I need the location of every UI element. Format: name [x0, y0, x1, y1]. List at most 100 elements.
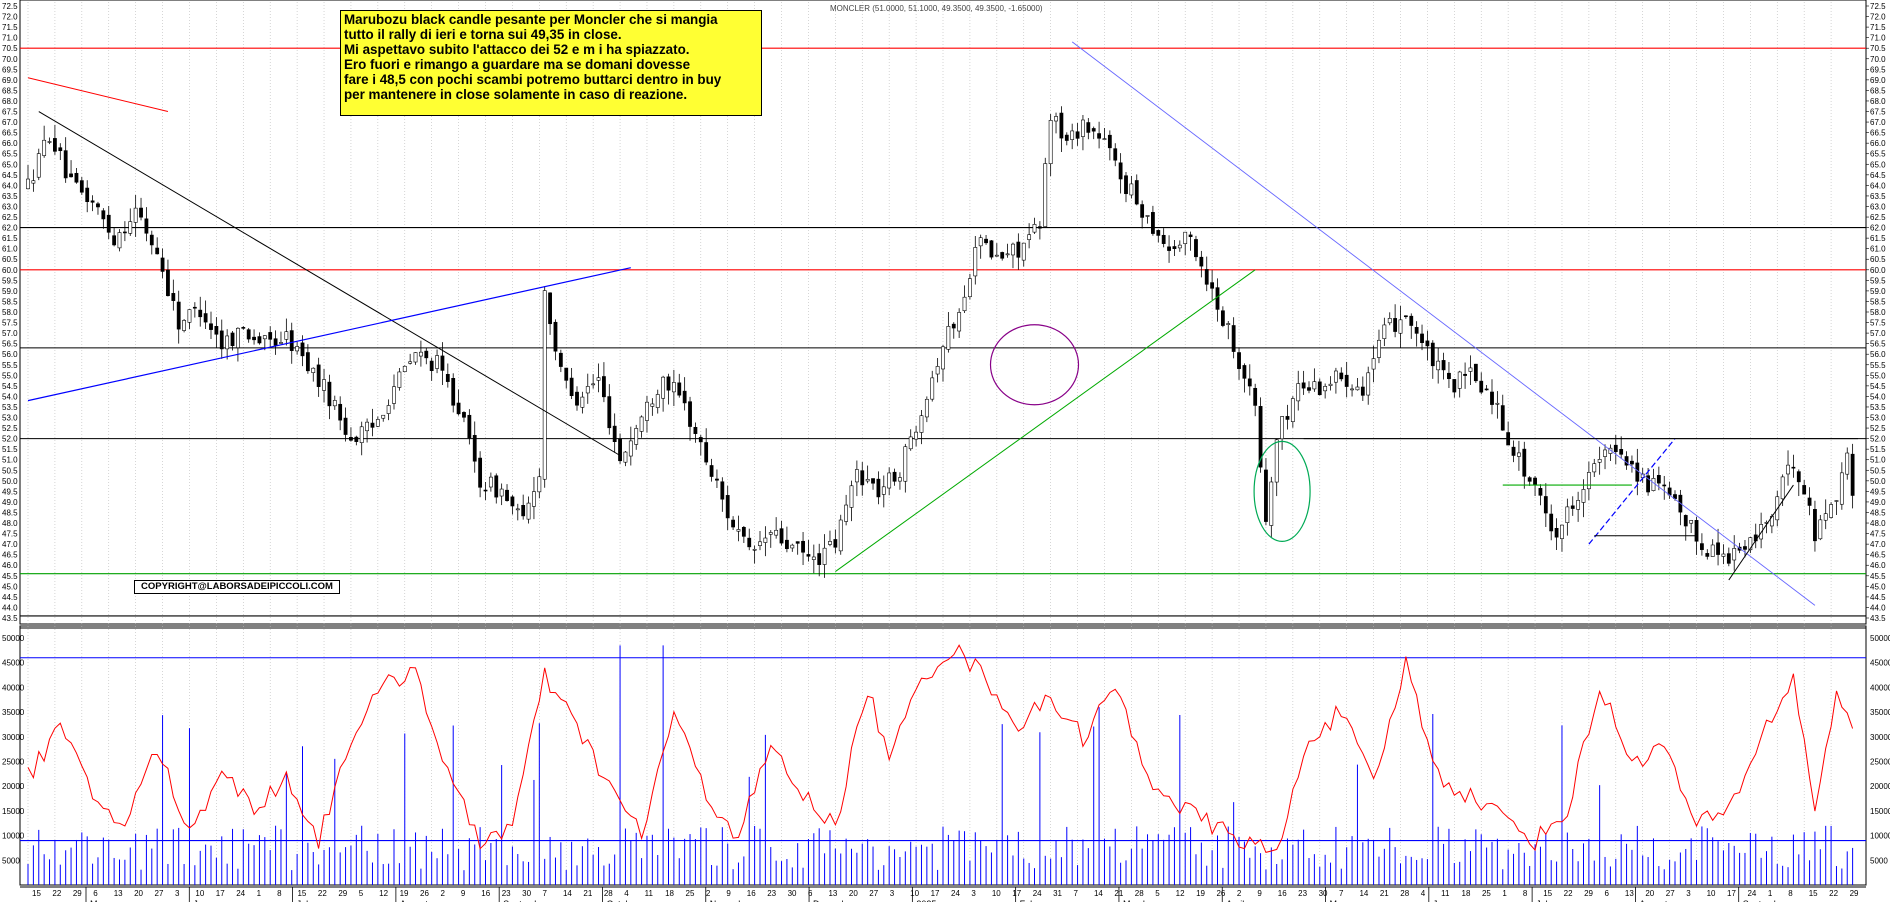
candle-body	[1048, 120, 1053, 165]
annotation-line: Mi aspettavo subito l'attacco dei 52 e m…	[344, 42, 690, 57]
candle-body	[1355, 386, 1360, 391]
candle-body	[1242, 365, 1247, 379]
candle-body	[1441, 360, 1446, 371]
candle-body	[445, 374, 450, 382]
candle-body	[1726, 553, 1731, 564]
candle-body	[768, 532, 773, 535]
date-tick-label: 11	[645, 889, 654, 898]
candle-body	[1091, 128, 1096, 132]
date-tick-label: 17	[931, 889, 940, 898]
price-tick-label: 64.5	[2, 171, 18, 180]
candle-body	[941, 346, 945, 370]
candle-body	[930, 377, 935, 400]
date-tick-label: 15	[297, 889, 306, 898]
month-label: December	[813, 899, 855, 902]
candle-body	[736, 529, 741, 532]
month-label: July	[297, 899, 314, 902]
date-tick-label: 10	[992, 889, 1001, 898]
price-tick-label: 64.0	[2, 181, 18, 190]
candle-body	[144, 218, 149, 234]
price-tick-label: 49.5	[2, 487, 18, 496]
date-tick-label: 3	[890, 889, 895, 898]
candle-body	[1204, 269, 1209, 285]
candle-body	[693, 426, 698, 434]
candle-body	[1716, 542, 1720, 555]
annotation-line: Marubozu black candle pesante per Moncle…	[344, 12, 718, 27]
date-tick-label: 18	[1462, 889, 1471, 898]
candle-body	[1468, 367, 1473, 372]
date-tick-label: 22	[52, 889, 61, 898]
candle-body	[1183, 231, 1188, 245]
date-tick-label: 23	[767, 889, 776, 898]
candle-body	[53, 138, 57, 152]
price-tick-label: 67.5	[2, 108, 18, 117]
candle-body	[752, 548, 757, 551]
candle-body	[128, 221, 133, 234]
price-tick-label: 54.0	[1870, 392, 1886, 401]
price-tick-label: 60.5	[2, 255, 18, 264]
candle-body	[968, 278, 972, 298]
candle-body	[96, 203, 100, 208]
candle-body	[1414, 327, 1419, 334]
date-tick-label: 15	[32, 889, 41, 898]
candle-body	[924, 398, 929, 418]
candle-body	[332, 400, 337, 407]
candle-body	[483, 489, 488, 492]
date-tick-label: 7	[543, 889, 548, 898]
price-tick-label: 50.5	[2, 466, 18, 475]
volume-tick-label: 40000	[2, 683, 25, 692]
candle-body	[1689, 520, 1694, 524]
date-tick-label: 9	[1257, 889, 1262, 898]
price-tick-label: 51.5	[1870, 445, 1886, 454]
candle-body	[1586, 472, 1591, 490]
candle-body	[1199, 256, 1204, 267]
candle-body	[720, 481, 725, 500]
candle-body	[408, 361, 413, 364]
price-tick-label: 59.0	[2, 287, 18, 296]
candle-body	[1140, 204, 1145, 218]
candle-body	[537, 476, 542, 493]
month-label: March	[1123, 899, 1148, 902]
price-tick-label: 71.5	[1870, 23, 1886, 32]
price-tick-label: 72.0	[1870, 13, 1886, 22]
price-tick-label: 71.5	[2, 23, 18, 32]
candle-body	[1005, 253, 1010, 256]
volume-tick-label: 50000	[1870, 634, 1890, 643]
date-tick-label: 25	[1482, 889, 1491, 898]
candle-body	[1533, 477, 1537, 485]
date-tick-label: 6	[808, 889, 813, 898]
candle-body	[919, 415, 924, 433]
candle-body	[149, 234, 154, 246]
date-tick-label: 1	[1768, 889, 1773, 898]
trend-line	[1728, 484, 1794, 581]
candle-body	[1317, 381, 1322, 396]
date-tick-label: 24	[1747, 889, 1756, 898]
candle-body	[1258, 406, 1263, 468]
price-tick-label: 63.0	[2, 202, 18, 211]
candle-body	[122, 231, 127, 234]
candle-body	[316, 364, 321, 387]
volume-tick-label: 10000	[2, 832, 25, 841]
date-tick-label: 17	[1727, 889, 1736, 898]
candle-body	[1145, 215, 1150, 217]
date-tick-label: 19	[1196, 889, 1205, 898]
candle-body	[1113, 148, 1118, 161]
price-tick-label: 52.0	[1870, 435, 1886, 444]
candle-body	[553, 321, 558, 352]
price-tick-label: 44.5	[2, 593, 18, 602]
date-tick-label: 10	[1707, 889, 1716, 898]
month-label: April	[1226, 899, 1244, 902]
candle-body	[515, 508, 520, 511]
candle-body	[1161, 234, 1166, 244]
candle-body	[591, 383, 596, 386]
date-tick-label: 17	[216, 889, 225, 898]
candle-body	[914, 431, 918, 440]
candle-body	[284, 331, 289, 340]
candle-body	[763, 537, 768, 543]
month-label: May	[1330, 899, 1348, 902]
candle-body	[327, 381, 332, 407]
candle-body	[558, 352, 563, 367]
price-tick-label: 51.0	[1870, 456, 1886, 465]
candle-body	[402, 365, 407, 373]
candle-body	[811, 556, 816, 560]
